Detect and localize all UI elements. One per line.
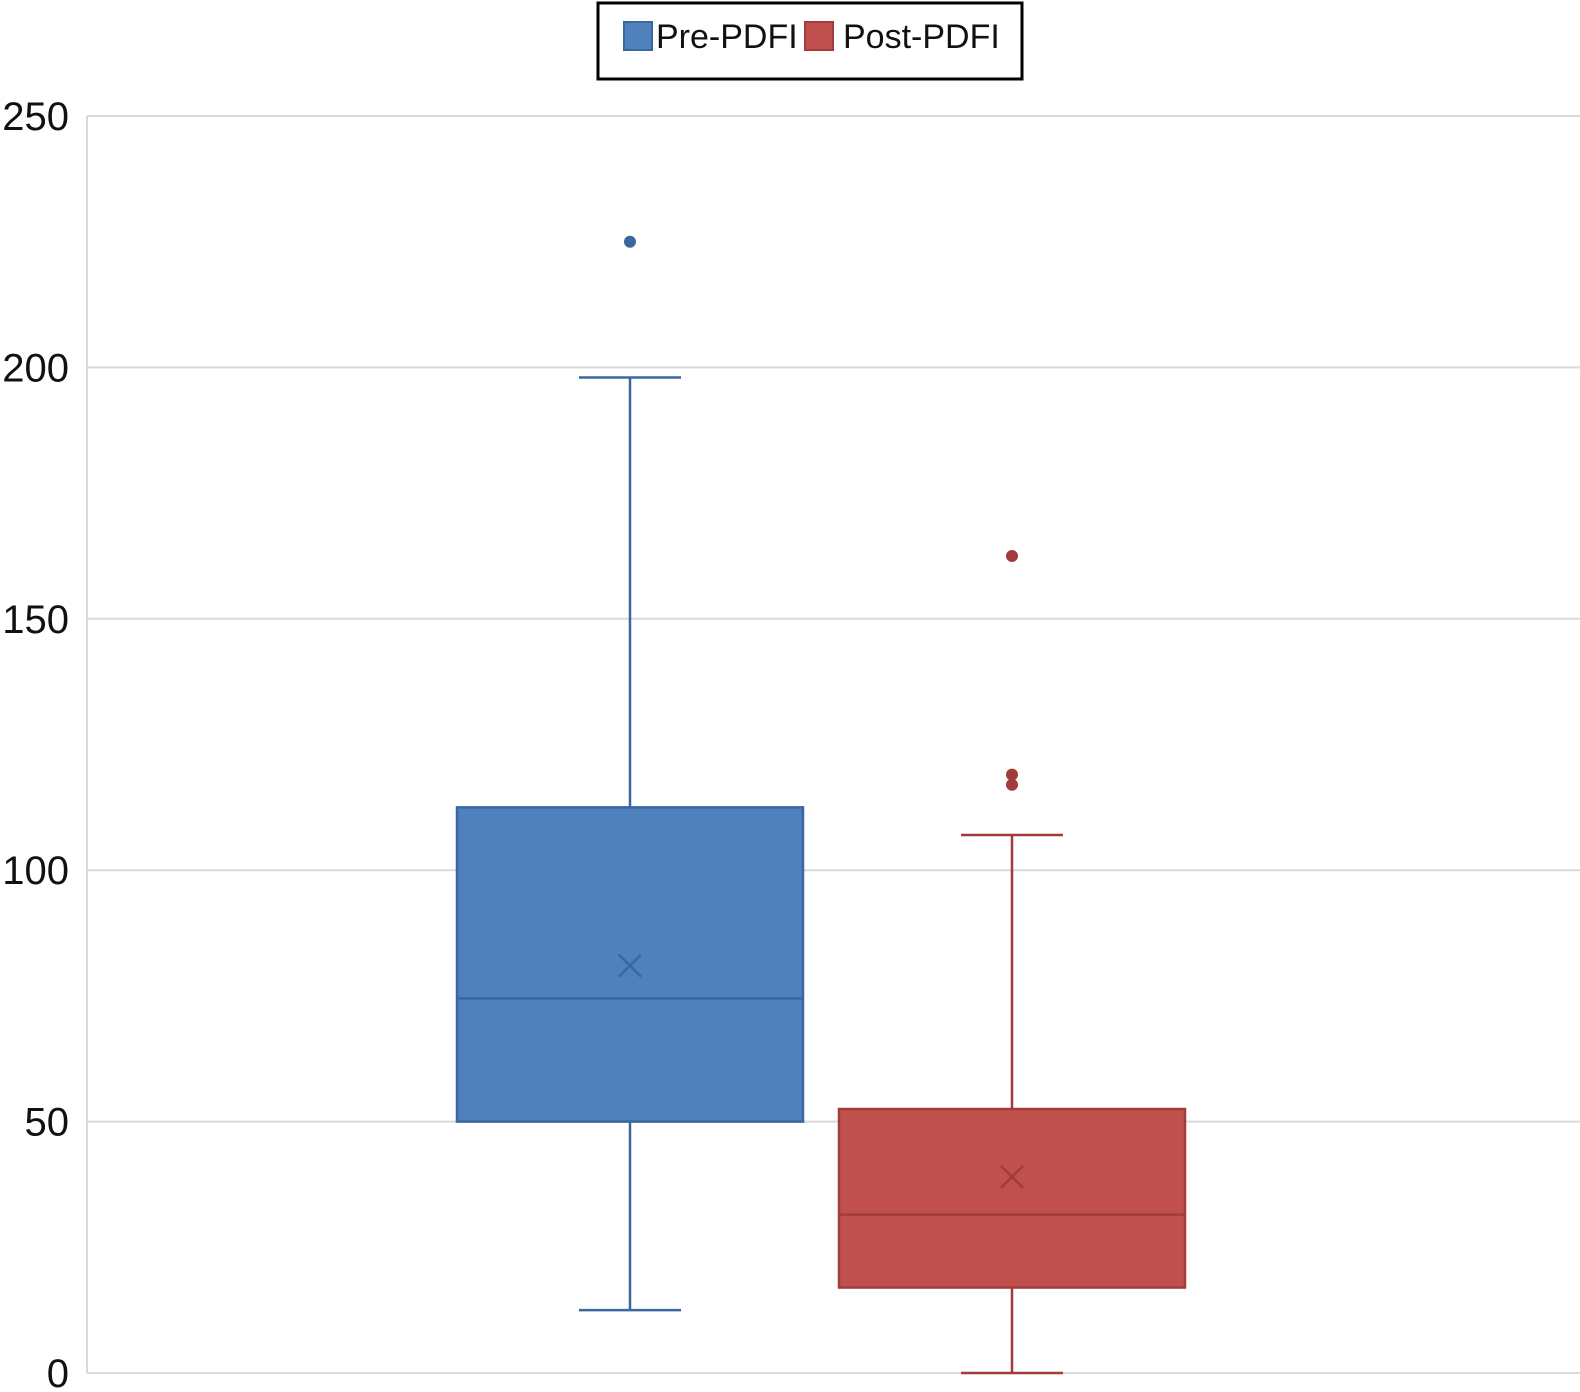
iqr-box-post-pdfi xyxy=(837,1107,1187,1289)
mean-marker-stroke-b-post-pdfi xyxy=(1000,1165,1024,1189)
y-tick-label-200: 200 xyxy=(2,346,69,390)
gridlines xyxy=(86,115,1580,1374)
mean-marker-pre-pdfi xyxy=(618,953,642,978)
outlier-point-post-pdfi-1 xyxy=(1006,768,1018,781)
y-tick-label-0: 0 xyxy=(47,1352,69,1392)
y-tick-label-50: 50 xyxy=(25,1101,70,1145)
mean-marker-post-pdfi xyxy=(1000,1165,1024,1189)
box-pre-pdfi xyxy=(455,235,805,1312)
y-tick-label-100: 100 xyxy=(2,849,69,893)
legend-label-pre-pdfi: Pre-PDFI xyxy=(656,18,798,56)
legend: Pre-PDFI Post-PDFI xyxy=(596,1,1024,81)
outlier-point-post-pdfi-0 xyxy=(1006,778,1018,791)
legend-swatch-post-pdfi xyxy=(804,21,834,51)
y-axis-ticks: 0 50 100 150 200 250 xyxy=(2,95,69,1392)
y-tick-label-150: 150 xyxy=(2,598,69,642)
legend-label-post-pdfi: Post-PDFI xyxy=(843,18,1000,56)
box-series xyxy=(455,235,1187,1375)
outlier-point-post-pdfi-2 xyxy=(1006,549,1018,562)
outlier-point-pre-pdfi-0 xyxy=(624,235,636,248)
y-tick-label-250: 250 xyxy=(2,95,69,139)
mean-marker-stroke-b-pre-pdfi xyxy=(618,953,642,978)
legend-swatch-pre-pdfi xyxy=(623,21,653,51)
box-post-pdfi xyxy=(837,549,1187,1375)
